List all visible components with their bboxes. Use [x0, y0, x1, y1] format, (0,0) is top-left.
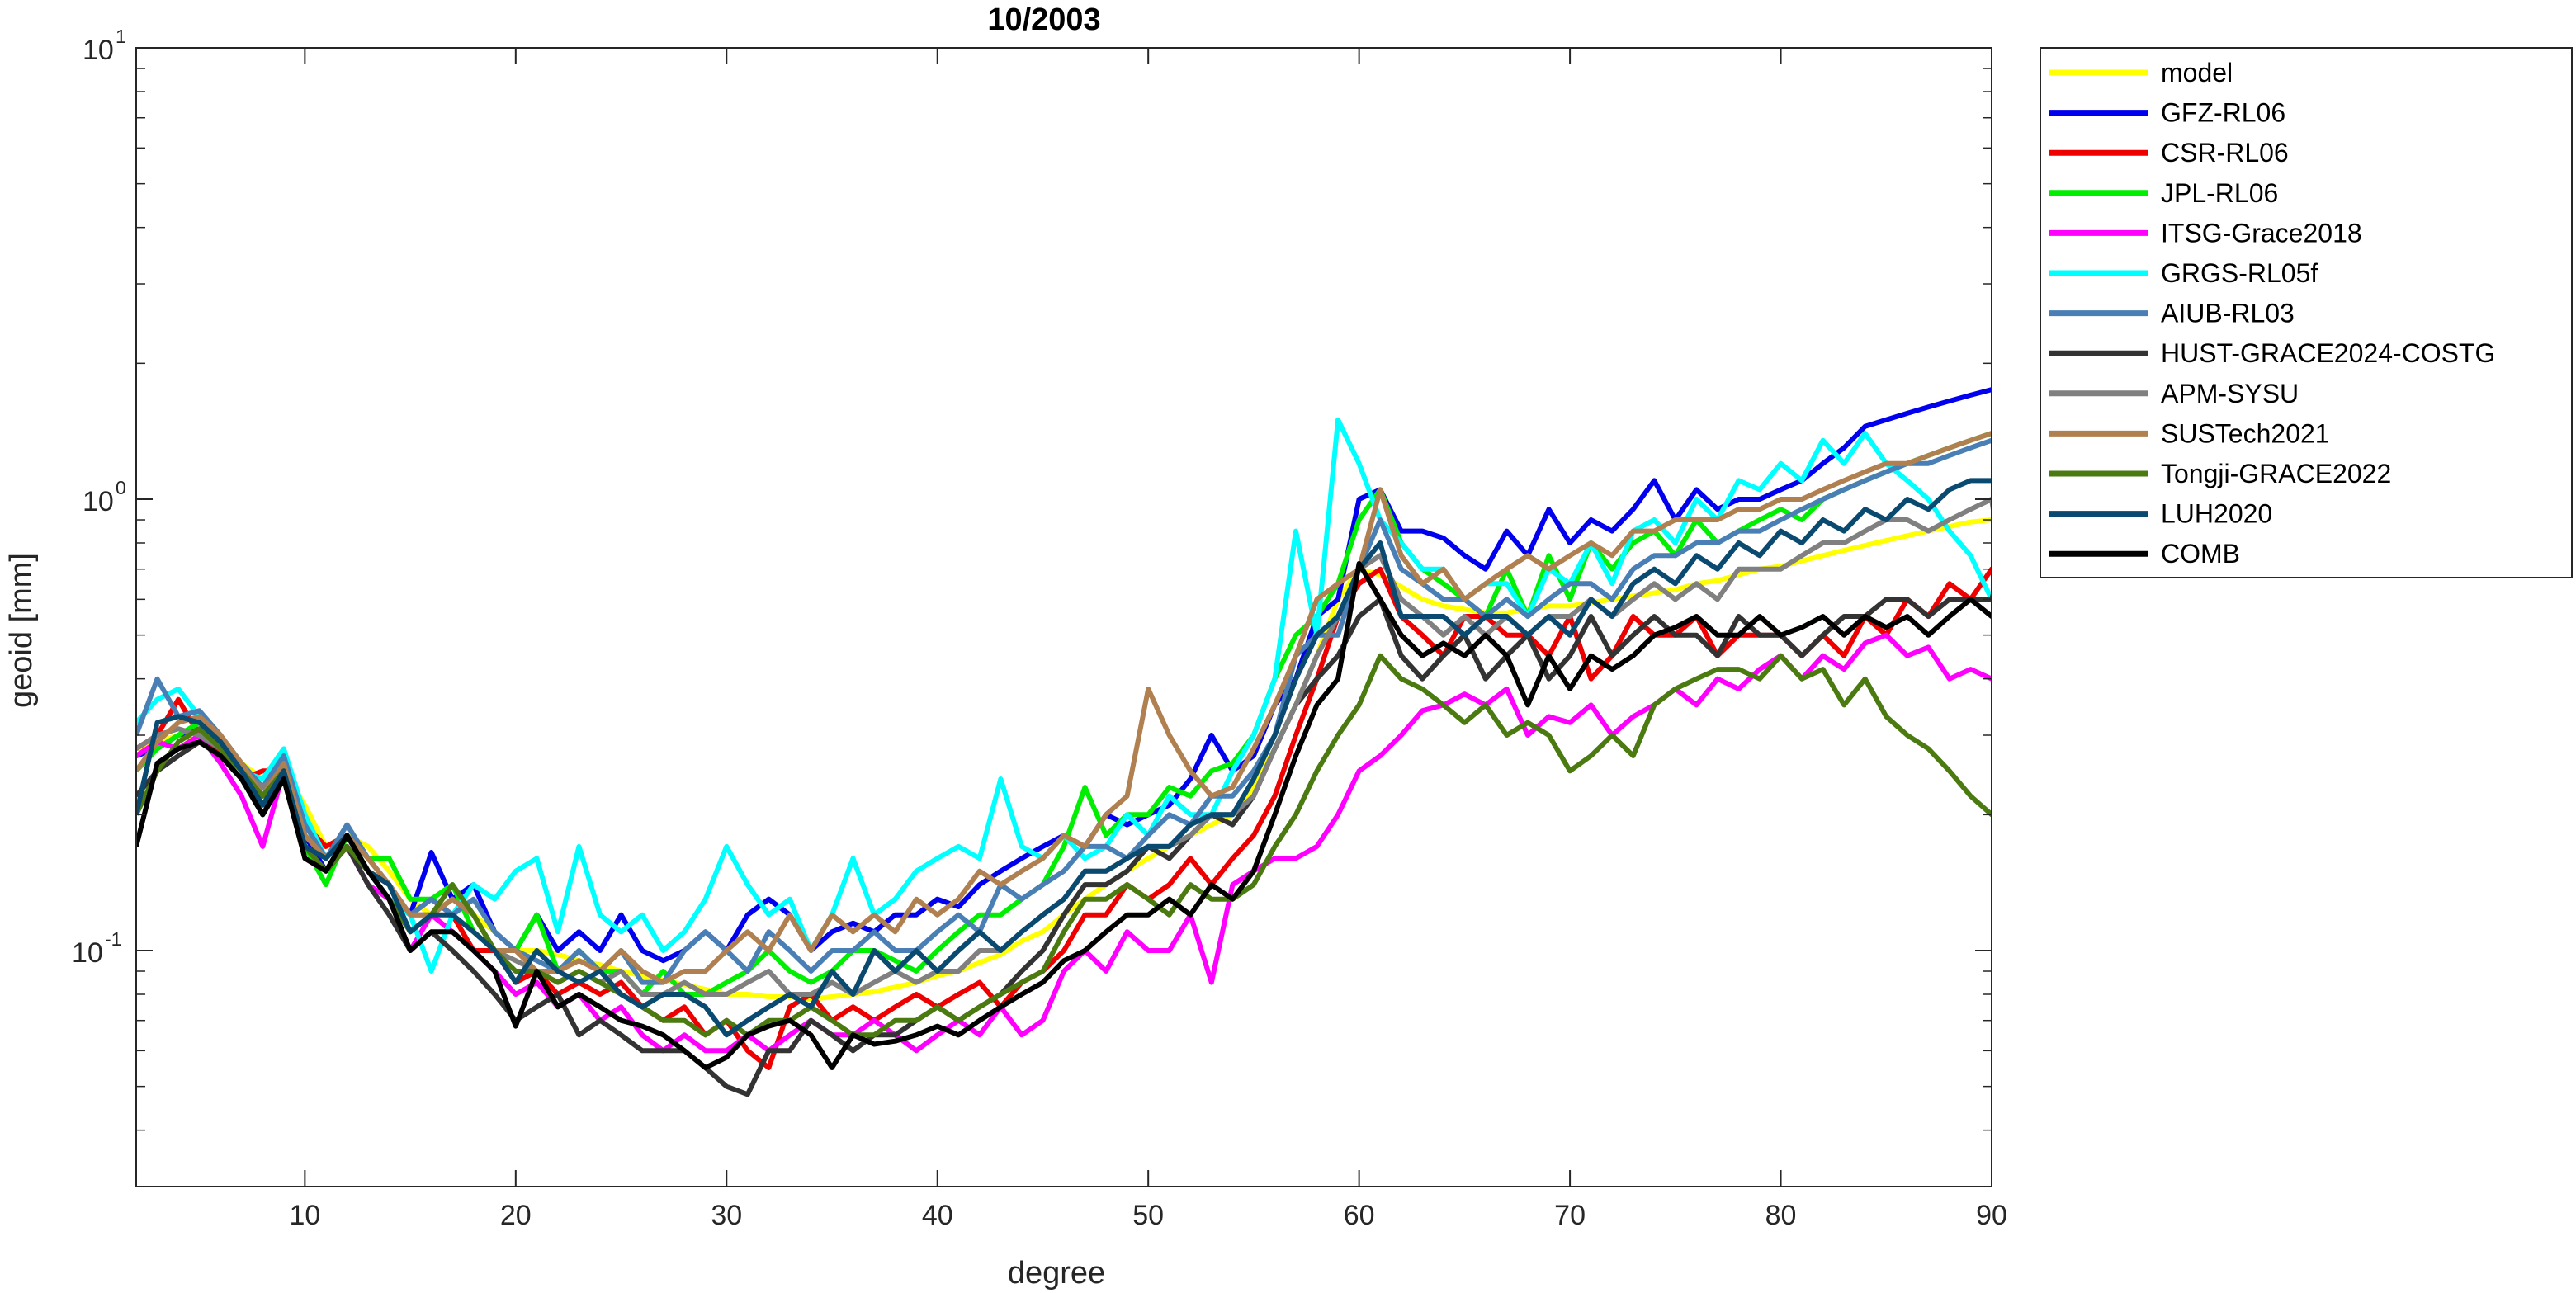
legend-label: GRGS-RL05f	[2161, 258, 2318, 288]
plot-area	[136, 387, 1992, 1097]
legend-label: JPL-RL06	[2161, 178, 2278, 208]
y-tick-label: 10	[83, 35, 114, 66]
series-line-hust-grace2024-costg	[136, 591, 1992, 1097]
legend-label: model	[2161, 58, 2233, 87]
series-line-grgs-rl05f	[136, 417, 1992, 974]
legend-label: COMB	[2161, 539, 2240, 569]
y-axis-label: geoid [mm]	[4, 553, 39, 708]
legend-label: CSR-RL06	[2161, 138, 2289, 168]
x-tick-label: 30	[711, 1200, 742, 1231]
legend-label: SUSTech2021	[2161, 418, 2330, 448]
series-line-gfz-rl06	[136, 387, 1992, 964]
y-tick-label: 10	[72, 937, 103, 969]
legend-label: LUH2020	[2161, 499, 2272, 529]
legend-label: HUST-GRACE2024-COSTG	[2161, 338, 2495, 368]
series-line-jpl-rl06	[136, 431, 1992, 997]
legend: model GFZ-RL06 CSR-RL06 JPL-RL06 ITSG-Grace2…	[2040, 47, 2573, 578]
series-line-tongji-grace2022	[136, 653, 1992, 1038]
x-tick-label: 70	[1554, 1200, 1586, 1231]
series-line-comb	[136, 561, 1992, 1070]
x-tick-label: 90	[1976, 1200, 2007, 1231]
y-tick-exponent: -1	[105, 928, 121, 950]
legend-label: AIUB-RL03	[2161, 299, 2295, 328]
x-tick-label: 10	[289, 1200, 320, 1231]
y-tick-exponent: 0	[116, 477, 126, 498]
x-axis-label: degree	[1008, 1256, 1105, 1291]
x-tick-label: 20	[500, 1200, 532, 1231]
x-tick-label: 40	[922, 1200, 953, 1231]
y-tick-exponent: 1	[116, 26, 126, 47]
series-line-luh2020	[136, 478, 1992, 1038]
legend-label: Tongji-GRACE2022	[2161, 459, 2391, 488]
y-tick-label: 10	[83, 486, 114, 517]
legend-label: GFZ-RL06	[2161, 98, 2285, 128]
chart-title: 10/2003	[987, 2, 1100, 37]
series-line-sustech2021	[136, 430, 1992, 985]
x-tick-label: 80	[1765, 1200, 1797, 1231]
x-tick-label: 50	[1132, 1200, 1164, 1231]
axes-box	[135, 47, 1992, 1187]
x-tick-label: 60	[1344, 1200, 1375, 1231]
series-line-aiub-rl03	[136, 437, 1992, 985]
legend-label: APM-SYSU	[2161, 379, 2299, 408]
legend-label: ITSG-Grace2018	[2161, 218, 2362, 248]
